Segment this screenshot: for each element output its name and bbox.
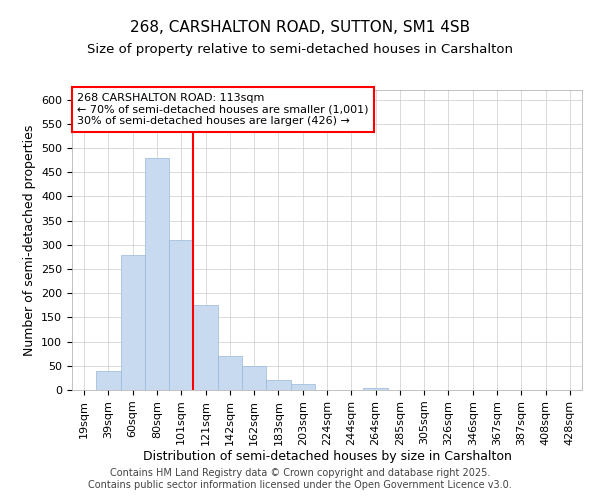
Bar — [145, 158, 169, 390]
Bar — [290, 384, 315, 390]
Bar — [121, 254, 145, 390]
Text: 268, CARSHALTON ROAD, SUTTON, SM1 4SB: 268, CARSHALTON ROAD, SUTTON, SM1 4SB — [130, 20, 470, 35]
X-axis label: Distribution of semi-detached houses by size in Carshalton: Distribution of semi-detached houses by … — [143, 450, 511, 464]
Y-axis label: Number of semi-detached properties: Number of semi-detached properties — [23, 124, 35, 356]
Bar — [193, 306, 218, 390]
Bar — [364, 388, 388, 390]
Bar — [169, 240, 193, 390]
Text: 268 CARSHALTON ROAD: 113sqm
← 70% of semi-detached houses are smaller (1,001)
30: 268 CARSHALTON ROAD: 113sqm ← 70% of sem… — [77, 93, 368, 126]
Bar — [96, 370, 121, 390]
Text: Contains HM Land Registry data © Crown copyright and database right 2025.
Contai: Contains HM Land Registry data © Crown c… — [88, 468, 512, 490]
Text: Size of property relative to semi-detached houses in Carshalton: Size of property relative to semi-detach… — [87, 42, 513, 56]
Bar — [266, 380, 290, 390]
Bar — [242, 366, 266, 390]
Bar — [218, 356, 242, 390]
